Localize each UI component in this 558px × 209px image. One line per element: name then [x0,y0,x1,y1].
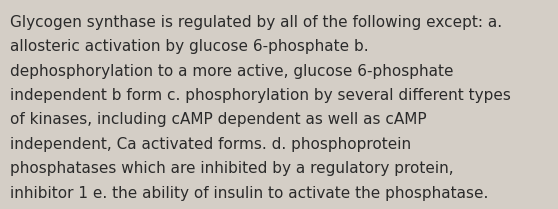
Text: inhibitor 1 e. the ability of insulin to activate the phosphatase.: inhibitor 1 e. the ability of insulin to… [10,186,488,201]
Text: independent b form c. phosphorylation by several different types: independent b form c. phosphorylation by… [10,88,511,103]
Text: Glycogen synthase is regulated by all of the following except: a.: Glycogen synthase is regulated by all of… [10,15,502,30]
Text: phosphatases which are inhibited by a regulatory protein,: phosphatases which are inhibited by a re… [10,161,454,176]
Text: dephosphorylation to a more active, glucose 6-phosphate: dephosphorylation to a more active, gluc… [10,64,454,79]
Text: allosteric activation by glucose 6-phosphate b.: allosteric activation by glucose 6-phosp… [10,39,369,54]
Text: independent, Ca activated forms. d. phosphoprotein: independent, Ca activated forms. d. phos… [10,137,411,152]
Text: of kinases, including cAMP dependent as well as cAMP: of kinases, including cAMP dependent as … [10,112,427,127]
